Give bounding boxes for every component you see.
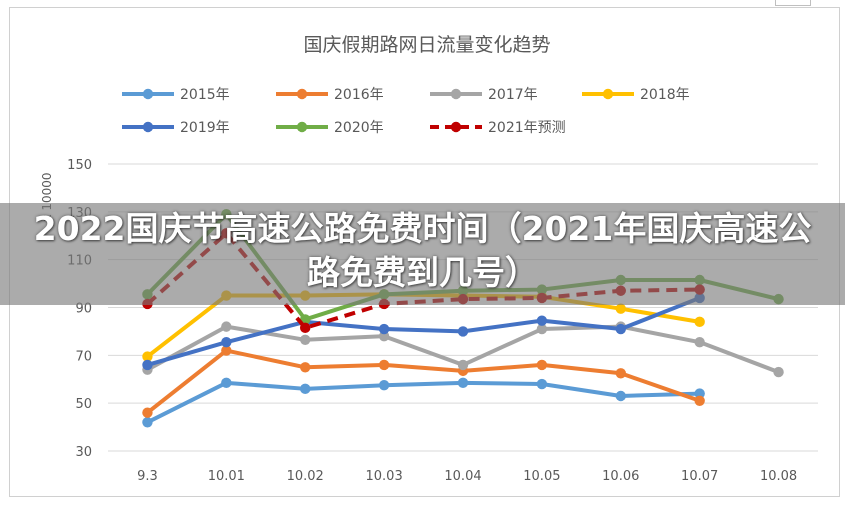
data-point <box>378 359 390 371</box>
legend-label: 2015年 <box>180 87 230 103</box>
y-tick-label: 150 <box>67 158 92 173</box>
y-tick-label: 90 <box>75 302 92 317</box>
legend-item: 2019年 <box>122 120 230 136</box>
legend-label: 2020年 <box>334 120 384 136</box>
legend-swatch-marker <box>296 88 308 100</box>
data-point <box>142 407 153 418</box>
y-tick-label: 50 <box>75 397 92 412</box>
legend-item: 2020年 <box>276 120 384 136</box>
y-tick-label: 70 <box>75 349 92 364</box>
legend-label: 2017年 <box>488 87 538 103</box>
data-point <box>536 359 548 371</box>
corner-tab <box>775 0 811 6</box>
legend-swatch-marker <box>602 88 614 100</box>
legend-item: 2018年 <box>582 87 690 103</box>
x-tick-label: 10.04 <box>444 469 481 484</box>
legend-swatch-marker <box>450 121 462 133</box>
data-point <box>615 323 626 335</box>
y-tick-label: 30 <box>75 445 92 460</box>
data-point <box>457 377 469 389</box>
data-point <box>300 362 311 373</box>
x-tick-label: 10.07 <box>681 469 718 484</box>
legend-item: 2021年预测 <box>430 120 566 136</box>
data-point <box>300 322 311 334</box>
data-point <box>142 359 153 371</box>
data-point <box>221 345 232 356</box>
legend: 2015年 2016年 2017年 2018年 2019年 2020年 2021年预测 <box>122 87 690 136</box>
x-axis-ticks: 9.3 10.01 10.02 10.03 10.04 10.05 10.06 10.07 10… <box>137 469 797 484</box>
legend-item: 2015年 <box>122 87 230 103</box>
legend-label: 2019年 <box>180 120 230 136</box>
legend-item: 2017年 <box>430 87 538 103</box>
data-point <box>457 326 469 337</box>
data-point <box>378 331 390 342</box>
data-point <box>300 383 311 395</box>
data-point <box>615 368 626 379</box>
x-tick-label: 10.03 <box>366 469 403 484</box>
series-line <box>146 296 701 367</box>
series-line <box>146 380 700 425</box>
data-point <box>694 316 705 328</box>
x-tick-label: 10.05 <box>523 469 560 484</box>
data-point <box>221 321 232 332</box>
headline-banner <box>0 203 845 305</box>
series-line <box>146 348 701 415</box>
x-tick-label: 10.06 <box>602 469 639 484</box>
data-point <box>142 351 153 362</box>
data-point <box>457 359 469 371</box>
series-2019年 <box>142 292 705 371</box>
x-tick-label: 10.01 <box>208 469 245 484</box>
chart-title: 国庆假期路网日流量变化趋势 <box>303 34 550 56</box>
data-point <box>378 323 390 335</box>
data-point <box>300 334 311 345</box>
data-point <box>221 377 232 389</box>
legend-label: 2016年 <box>334 87 384 103</box>
legend-item: 2016年 <box>276 87 384 103</box>
data-point <box>694 395 705 406</box>
legend-label: 2018年 <box>640 87 690 103</box>
data-point <box>378 380 390 391</box>
data-point <box>694 336 705 348</box>
data-point <box>142 417 153 428</box>
data-point <box>615 390 626 402</box>
series-2015年 <box>142 377 705 428</box>
x-tick-label: 10.08 <box>760 469 797 484</box>
legend-label: 2021年预测 <box>488 120 566 136</box>
legend-swatch-marker <box>142 88 154 100</box>
data-point <box>773 366 784 378</box>
data-point <box>536 323 548 335</box>
legend-swatch-marker <box>296 121 308 133</box>
headline-text: 2022国庆节高速公路免费时间（2021年国庆高速公路免费到几号） <box>33 209 812 292</box>
legend-swatch-marker <box>450 88 462 100</box>
data-point <box>536 378 548 390</box>
data-point <box>615 303 626 314</box>
data-point <box>536 315 548 326</box>
legend-swatch-marker <box>142 121 154 133</box>
x-tick-label: 9.3 <box>137 469 158 484</box>
x-tick-label: 10.02 <box>287 469 324 484</box>
data-point <box>221 336 232 348</box>
data-point <box>694 388 705 399</box>
